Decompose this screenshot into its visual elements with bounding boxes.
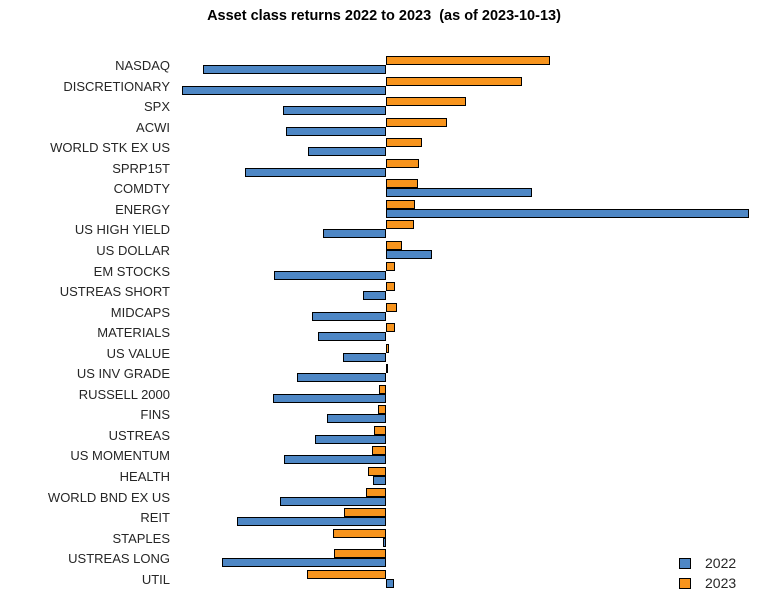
bar-2023 (386, 282, 395, 291)
bar-2023 (386, 179, 419, 188)
bar-2022 (308, 147, 386, 156)
bar-2022 (237, 517, 386, 526)
category-label: FINS (140, 407, 170, 422)
bar-2023 (386, 220, 414, 229)
category-label: MIDCAPS (110, 305, 170, 320)
legend-swatch-2022 (679, 557, 691, 569)
bar-2022 (202, 65, 386, 74)
bar-2022 (323, 229, 386, 238)
legend: 2022 2023 (679, 553, 736, 593)
chart-title: Asset class returns 2022 to 2023 (as of … (207, 8, 561, 24)
bar-2023 (377, 405, 386, 414)
bar-2023 (386, 159, 420, 168)
bar-2022 (317, 332, 386, 341)
category-label: COMDTY (113, 181, 170, 196)
bar-2023 (386, 138, 423, 147)
legend-label-2022: 2022 (705, 555, 737, 571)
bar-2023 (366, 488, 386, 497)
bar-2023 (386, 118, 448, 127)
category-label: RUSSELL 2000 (78, 387, 170, 402)
bar-2022 (327, 414, 386, 423)
category-label: SPRP15T (112, 161, 170, 176)
bar-2023 (343, 508, 386, 517)
bar-2022 (244, 168, 386, 177)
category-label: US MOMENTUM (70, 448, 170, 463)
bar-2022 (279, 497, 386, 506)
bar-2023 (333, 529, 386, 538)
bar-2022 (386, 188, 533, 197)
bar-2023 (386, 97, 466, 106)
bar-2022 (222, 558, 386, 567)
bar-2023 (386, 262, 395, 271)
bar-2022 (386, 579, 394, 588)
bar-2023 (307, 570, 386, 579)
category-label: USTREAS (108, 428, 170, 443)
category-label: SPX (143, 99, 170, 114)
bar-2023 (373, 426, 386, 435)
bar-2023 (386, 364, 388, 373)
bar-2022 (282, 106, 386, 115)
bar-2022 (386, 209, 749, 218)
category-label: US INV GRADE (76, 366, 170, 381)
bar-2022 (314, 435, 386, 444)
category-label: WORLD BND EX US (47, 490, 170, 505)
bar-2023 (386, 200, 415, 209)
bar-2022 (272, 394, 386, 403)
bar-2023 (372, 446, 386, 455)
category-label: EM STOCKS (93, 264, 170, 279)
category-label: US VALUE (106, 346, 170, 361)
category-label: STAPLES (112, 531, 170, 546)
bar-2022 (382, 538, 386, 547)
category-label: US DOLLAR (96, 243, 170, 258)
legend-swatch-2023 (679, 577, 691, 589)
legend-label-2023: 2023 (705, 575, 737, 591)
bar-2022 (286, 127, 386, 136)
category-label: NASDAQ (115, 58, 170, 73)
bar-2023 (386, 77, 523, 86)
legend-item-2022: 2022 (679, 553, 736, 573)
bar-2022 (373, 476, 386, 485)
category-label: USTREAS LONG (68, 551, 170, 566)
category-label: DISCRETIONARY (63, 79, 170, 94)
bar-2022 (312, 312, 386, 321)
category-label: UTIL (141, 572, 170, 587)
bar-2023 (386, 241, 403, 250)
bar-2023 (379, 385, 386, 394)
bar-2023 (368, 467, 386, 476)
bar-2023 (333, 549, 386, 558)
category-label: REIT (140, 510, 170, 525)
category-label: HEALTH (119, 469, 170, 484)
bar-2023 (386, 56, 550, 65)
bar-2022 (386, 250, 433, 259)
legend-item-2023: 2023 (679, 573, 736, 593)
bar-2022 (283, 455, 386, 464)
category-label: WORLD STK EX US (50, 140, 170, 155)
bar-2023 (386, 323, 395, 332)
category-label: USTREAS SHORT (59, 284, 170, 299)
bar-2022 (273, 271, 386, 280)
bar-2023 (386, 303, 398, 312)
bar-2022 (297, 373, 386, 382)
category-label: US HIGH YIELD (74, 222, 170, 237)
category-label: ENERGY (115, 202, 170, 217)
bar-2023 (386, 344, 389, 353)
category-label: MATERIALS (97, 325, 170, 340)
bar-2022 (343, 353, 386, 362)
bar-2022 (181, 86, 386, 95)
bar-2022 (363, 291, 386, 300)
category-label: ACWI (136, 120, 170, 135)
